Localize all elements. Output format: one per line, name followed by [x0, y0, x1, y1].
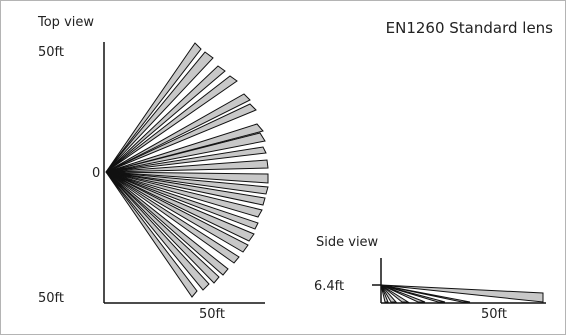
side-view-beam-7 [380, 284, 389, 303]
side-view-beam-3 [380, 284, 446, 303]
top-view-origin-label: 0 [92, 166, 100, 181]
side-view-beam-1 [380, 284, 544, 303]
diagram-title: EN1260 Standard lens [386, 19, 554, 37]
top-view-zone-19 [105, 171, 229, 276]
top-view-label: Top view [37, 15, 94, 30]
top-view-zone-18 [105, 171, 240, 264]
top-view-zone-3 [105, 65, 226, 173]
top-view-zone-5 [105, 93, 251, 173]
top-view-x-label: 50ft [199, 307, 225, 322]
top-view-zone-11 [105, 171, 269, 184]
side-view-beam-5 [380, 284, 410, 303]
top-view-zone-17 [105, 171, 249, 253]
top-view-zone-8 [105, 132, 266, 173]
top-view-zone-12 [105, 171, 269, 195]
top-view-zone-13 [105, 171, 266, 206]
side-view-beam-2 [380, 284, 471, 303]
top-view-zone-7 [105, 123, 264, 173]
top-view-zone-22 [105, 171, 198, 298]
side-view-beam-4 [380, 284, 426, 303]
top-view-zone-16 [105, 171, 255, 242]
top-view-zone-1 [105, 42, 202, 173]
top-view-y-top-label: 50ft [38, 45, 64, 60]
top-view-zone-21 [105, 171, 210, 291]
top-view-zone-15 [105, 171, 259, 230]
top-view-zone-20 [105, 171, 220, 284]
side-view-detection-beams [380, 284, 544, 303]
side-view-x-label: 50ft [481, 307, 507, 322]
top-view-detection-zones [105, 42, 269, 298]
top-view-y-bottom-label: 50ft [38, 291, 64, 306]
top-view-zone-14 [105, 171, 263, 218]
side-view-beam-6 [380, 284, 398, 303]
side-view-label: Side view [316, 235, 379, 250]
top-view-zone-9 [105, 146, 267, 173]
top-view-zone-10 [105, 159, 269, 173]
side-view-height-label: 6.4ft [314, 279, 344, 294]
top-view-zone-2 [105, 51, 214, 173]
top-view-zone-6 [105, 103, 257, 173]
top-view-zone-4 [105, 75, 238, 173]
